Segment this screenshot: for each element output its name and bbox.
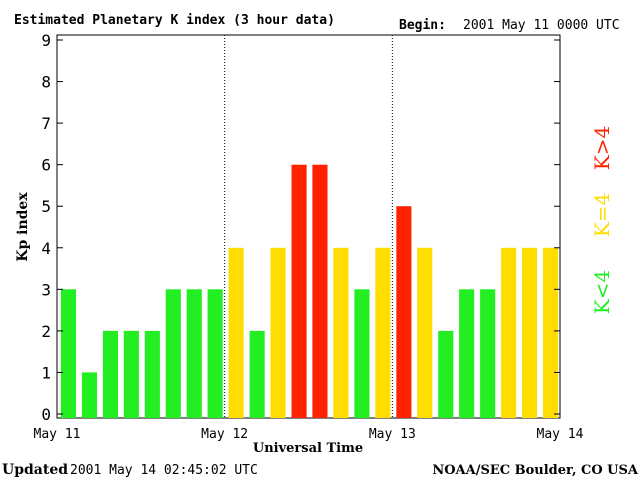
source-credit: NOAA/SEC Boulder, CO USA [432, 463, 639, 478]
y-axis-label: Kp index [15, 192, 31, 262]
legend-k-less-4: K<4 [590, 270, 614, 314]
kp-bar [102, 330, 118, 418]
x-tick-label: May 14 [537, 427, 584, 442]
y-tick-label: 6 [41, 156, 51, 175]
kp-bar [417, 247, 433, 418]
updated-label: Updated [2, 462, 68, 478]
y-tick-label: 2 [41, 322, 51, 341]
plot-area [56, 34, 561, 419]
kp-bar [144, 330, 160, 418]
x-tick-label: May 13 [369, 427, 416, 442]
x-tick-label: May 11 [34, 427, 81, 442]
day-separators [224, 35, 393, 418]
kp-bar [270, 247, 286, 418]
kp-bar [501, 247, 517, 418]
kp-bar [354, 289, 370, 418]
kp-bar [480, 289, 496, 418]
y-axis: 0 1 2 3 4 5 6 7 8 9 [41, 31, 560, 424]
y-tick-label: 4 [41, 239, 51, 258]
y-tick-label: 1 [41, 363, 51, 382]
begin-label: Begin: [399, 18, 446, 33]
kp-bar [459, 289, 475, 418]
y-tick-label: 3 [41, 280, 51, 299]
kp-bar [396, 206, 412, 418]
kp-bar [291, 164, 307, 418]
kp-bar [333, 247, 349, 418]
y-tick-label: 7 [41, 114, 51, 133]
kp-bar [60, 289, 76, 418]
updated-value: 2001 May 14 02:45:02 UTC [70, 463, 258, 478]
y-tick-label: 0 [41, 405, 51, 424]
kp-bar [438, 330, 454, 418]
kp-bar [123, 330, 139, 418]
kp-bar [207, 289, 223, 418]
kp-bar [522, 247, 538, 418]
x-axis-label: Universal Time [253, 441, 363, 456]
kp-bar [228, 247, 244, 418]
kp-bar [312, 164, 328, 418]
kp-bar [249, 330, 265, 418]
kp-bar [375, 247, 391, 418]
y-tick-label: 8 [41, 73, 51, 92]
legend-k-equal-4: K=4 [590, 193, 614, 237]
y-tick-label: 5 [41, 197, 51, 216]
y-tick-label: 9 [41, 31, 51, 50]
legend-k-greater-4: K>4 [590, 126, 614, 170]
kp-bar [543, 247, 559, 418]
bars-group [60, 164, 559, 418]
kp-bar [165, 289, 181, 418]
x-axis: May 11 May 12 May 13 May 14 [34, 427, 584, 442]
chart-title: Estimated Planetary K index (3 hour data… [14, 13, 335, 28]
kp-bar [186, 289, 202, 418]
kp-bar [81, 372, 97, 418]
x-tick-label: May 12 [201, 427, 248, 442]
begin-value: 2001 May 11 0000 UTC [463, 18, 620, 33]
